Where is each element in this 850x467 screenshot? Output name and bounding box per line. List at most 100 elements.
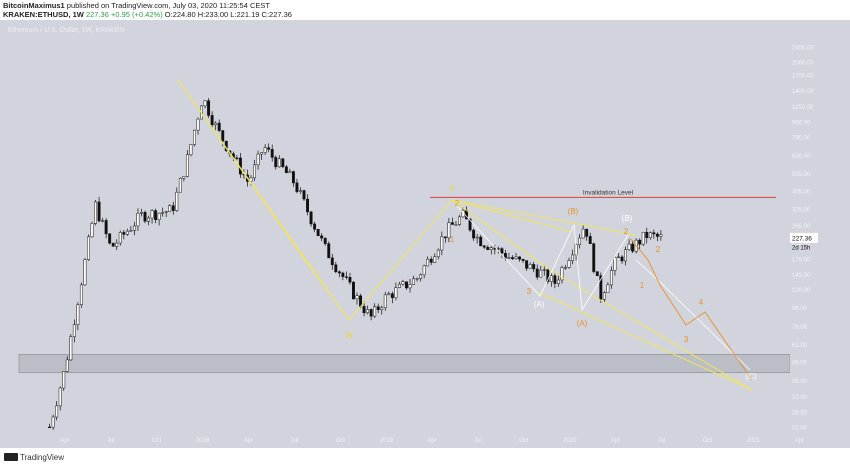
price-chart[interactable]: 2400.00 2000.00 1700.00 1400.00 1150.00 950.0… — [0, 20, 850, 448]
candle-up — [175, 191, 179, 211]
candle-down — [217, 122, 221, 131]
x-tick-label: Jul — [291, 438, 299, 444]
tradingview-logo-text: TradingView — [20, 453, 65, 462]
y-tick-label: 2000.00 — [792, 60, 814, 66]
wave-label: 1 — [450, 235, 455, 244]
candle-down — [281, 158, 285, 168]
candle-down — [48, 426, 52, 429]
candle-up — [394, 287, 398, 299]
x-tick-label: Apr — [60, 438, 69, 444]
candle-up — [641, 231, 645, 245]
candle-up — [539, 269, 543, 278]
candle-up — [164, 211, 168, 213]
candle-up — [556, 279, 560, 284]
y-tick-label: 265.00 — [792, 224, 811, 230]
candle-down — [588, 236, 592, 244]
instrument-title: Ethereum / U.S. Dollar, 1W, KRAKEN — [8, 27, 125, 34]
candle-up — [496, 248, 500, 250]
y-tick-label: 26.50 — [792, 410, 808, 416]
wave-label: (C) — [745, 372, 756, 381]
candle-up — [578, 237, 582, 245]
candle-down — [330, 257, 334, 266]
yellow-upper-channel — [451, 199, 637, 236]
last-price-value: 227.36 — [792, 235, 812, 242]
wave-label: X — [449, 184, 455, 193]
candle-up — [150, 210, 154, 219]
wave-label: W — [345, 331, 353, 340]
candle-up — [90, 223, 94, 238]
author-name[interactable]: BitcoinMaximus1 — [3, 1, 65, 10]
candle-up — [564, 267, 567, 269]
candle-down — [362, 306, 366, 314]
candle-down — [468, 218, 472, 231]
candle-down — [592, 243, 596, 272]
wave-label: 4 — [699, 298, 704, 307]
candle-up — [415, 278, 419, 280]
candle-up — [489, 247, 493, 250]
candle-down — [359, 295, 362, 307]
yellow-wave-diagonal — [177, 79, 350, 321]
candle-up — [609, 270, 613, 286]
candle-up — [624, 249, 628, 262]
candle-down — [295, 182, 299, 192]
candle-down — [108, 233, 112, 244]
candle-up — [380, 307, 384, 310]
candle-up — [161, 212, 165, 214]
candle-down — [450, 222, 454, 225]
candle-down — [511, 257, 514, 259]
y-tick-label: 120.00 — [792, 288, 811, 294]
x-tick-label: 2019 — [380, 438, 394, 444]
candle-up — [168, 205, 172, 212]
candle-down — [369, 309, 373, 317]
candle-up — [125, 230, 129, 235]
tradingview-logo[interactable]: TradingView — [4, 453, 64, 462]
candle-down — [171, 205, 175, 211]
candle-down — [291, 171, 295, 184]
candle-down — [429, 258, 433, 263]
x-tick-label: Apr — [611, 438, 620, 444]
candle-down — [221, 130, 225, 142]
candle-down — [270, 149, 274, 158]
symbol-label[interactable]: KRAKEN:ETHUSD, 1W — [3, 10, 84, 19]
candle-down — [348, 277, 352, 283]
candle-up — [397, 283, 401, 288]
candle-down — [267, 147, 271, 150]
y-tick-label: 2400.00 — [792, 46, 814, 52]
candle-up — [157, 212, 161, 220]
candle-down — [655, 233, 659, 237]
candle-up — [193, 129, 196, 145]
tradingview-logo-icon — [4, 453, 18, 461]
candle-up — [567, 260, 571, 268]
candle-up — [528, 264, 532, 269]
yellow-lower-channel — [537, 291, 753, 391]
y-tick-label: 405.00 — [792, 190, 811, 196]
candle-down — [500, 248, 504, 254]
publish-info: published on TradingView.com, July 03, 2… — [66, 1, 270, 10]
candle-down — [122, 232, 126, 235]
candle-up — [87, 236, 90, 260]
candle-down — [111, 242, 115, 247]
candle-down — [306, 198, 309, 213]
chart-header: BitcoinMaximus1 published on TradingView… — [0, 0, 850, 20]
chart-area[interactable]: 2400.00 2000.00 1700.00 1400.00 1150.00 950.0… — [0, 20, 850, 448]
candle-down — [443, 236, 447, 239]
candle-down — [235, 157, 239, 159]
candle-down — [645, 231, 649, 238]
candle-down — [631, 243, 635, 252]
y-tick-label: 39.00 — [792, 379, 808, 385]
candle-up — [118, 232, 122, 244]
x-tick-label: 2020 — [563, 438, 577, 444]
candle-up — [440, 236, 444, 251]
x-tick-label: Oct — [519, 438, 529, 444]
candle-up — [129, 229, 133, 232]
candle-up — [422, 265, 426, 276]
candle-down — [207, 100, 211, 116]
candle-down — [472, 229, 476, 239]
orange-projection-line — [629, 237, 753, 381]
candle-up — [277, 158, 281, 168]
x-tick-label: Apr — [244, 438, 253, 444]
candle-down — [320, 235, 324, 239]
candle-up — [249, 177, 253, 182]
x-tick-label: Apr — [427, 438, 436, 444]
wave-label: (B) — [622, 214, 633, 223]
